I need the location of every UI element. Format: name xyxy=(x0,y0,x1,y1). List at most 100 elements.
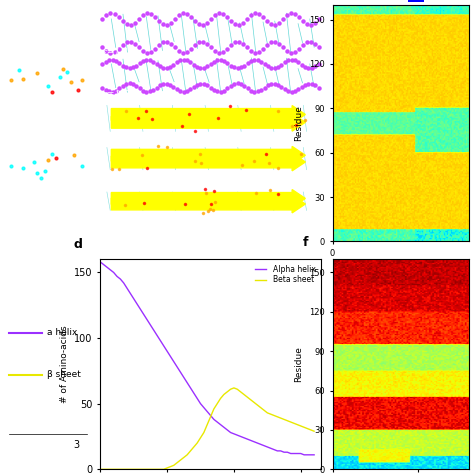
Point xyxy=(291,87,299,95)
Point xyxy=(159,20,166,28)
Point xyxy=(255,49,262,56)
Point xyxy=(129,64,137,71)
Point xyxy=(187,46,194,53)
Point xyxy=(143,88,150,95)
Point xyxy=(102,86,109,94)
Point xyxy=(147,49,155,56)
Point xyxy=(234,64,241,72)
Point xyxy=(173,59,181,66)
Point xyxy=(263,17,270,25)
Point xyxy=(190,83,198,91)
Point xyxy=(213,56,221,64)
Point xyxy=(267,64,275,72)
Point xyxy=(281,85,289,93)
Point xyxy=(247,11,255,19)
FancyArrow shape xyxy=(111,190,305,207)
Point xyxy=(237,64,245,71)
Point xyxy=(219,10,227,18)
Point xyxy=(271,64,279,72)
Point xyxy=(207,60,214,68)
Point xyxy=(239,19,246,27)
Point xyxy=(224,59,231,67)
Point xyxy=(257,86,265,94)
Point xyxy=(139,47,146,55)
Point xyxy=(176,57,184,64)
Point xyxy=(167,19,174,27)
Point xyxy=(305,64,312,72)
Point xyxy=(191,42,198,49)
Point xyxy=(291,49,298,56)
Point xyxy=(283,47,291,55)
Point xyxy=(213,88,221,95)
Point xyxy=(311,19,319,27)
Point xyxy=(203,40,210,47)
Text: ε=3.16: ε=3.16 xyxy=(102,173,135,182)
Point xyxy=(109,56,117,64)
Point xyxy=(118,42,126,49)
Point xyxy=(207,84,214,91)
Point xyxy=(301,81,309,89)
Point xyxy=(131,40,138,47)
Text: 3: 3 xyxy=(73,440,79,450)
Point xyxy=(215,49,222,57)
Point xyxy=(159,64,167,72)
Point xyxy=(275,40,283,47)
Point xyxy=(115,13,122,21)
Point xyxy=(231,38,238,46)
Point xyxy=(261,60,268,68)
Point xyxy=(254,56,262,64)
Point xyxy=(143,56,150,64)
Point xyxy=(193,81,201,89)
Point xyxy=(179,49,186,57)
Point xyxy=(261,84,268,91)
Text: f: f xyxy=(302,236,308,249)
Point xyxy=(127,21,134,28)
Point xyxy=(315,84,322,91)
Point xyxy=(211,11,219,19)
Point xyxy=(247,57,255,65)
Text: a helix: a helix xyxy=(46,328,77,337)
Point xyxy=(235,21,242,28)
Point xyxy=(311,82,319,89)
Point xyxy=(149,86,157,94)
Point xyxy=(274,81,282,89)
Point xyxy=(271,80,279,87)
Point xyxy=(279,44,286,51)
Point xyxy=(259,13,266,21)
Point xyxy=(170,83,177,91)
Point xyxy=(271,21,278,28)
Point xyxy=(123,38,130,46)
Point xyxy=(311,40,319,47)
Point xyxy=(307,38,314,46)
Point xyxy=(284,57,292,64)
Point xyxy=(149,58,157,65)
Point xyxy=(240,62,248,69)
Point xyxy=(167,40,174,47)
Point xyxy=(163,21,170,28)
Point xyxy=(151,13,158,21)
Point xyxy=(244,59,252,67)
Point xyxy=(203,82,211,89)
Point xyxy=(254,88,262,95)
Point xyxy=(175,11,182,19)
Point xyxy=(295,46,302,53)
Point xyxy=(147,10,155,18)
Point xyxy=(112,57,120,65)
Point xyxy=(294,59,302,66)
Point xyxy=(251,49,258,57)
Point xyxy=(203,63,211,70)
Point xyxy=(146,88,154,95)
Point xyxy=(127,38,134,46)
Point xyxy=(102,58,109,65)
Point xyxy=(283,11,291,19)
Point xyxy=(122,64,130,71)
Point xyxy=(122,81,130,88)
Point xyxy=(187,13,194,21)
Point xyxy=(171,15,178,23)
Point xyxy=(227,62,235,69)
Point xyxy=(118,17,126,25)
Point xyxy=(315,15,322,23)
Point xyxy=(267,80,275,88)
Point xyxy=(99,84,106,91)
Point xyxy=(126,80,133,87)
